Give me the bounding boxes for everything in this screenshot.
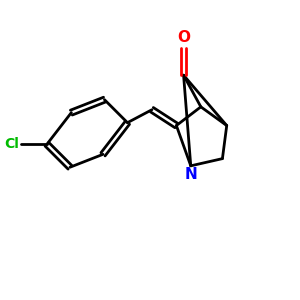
Text: Cl: Cl xyxy=(4,137,19,151)
Text: N: N xyxy=(184,167,197,182)
Text: O: O xyxy=(177,30,190,45)
